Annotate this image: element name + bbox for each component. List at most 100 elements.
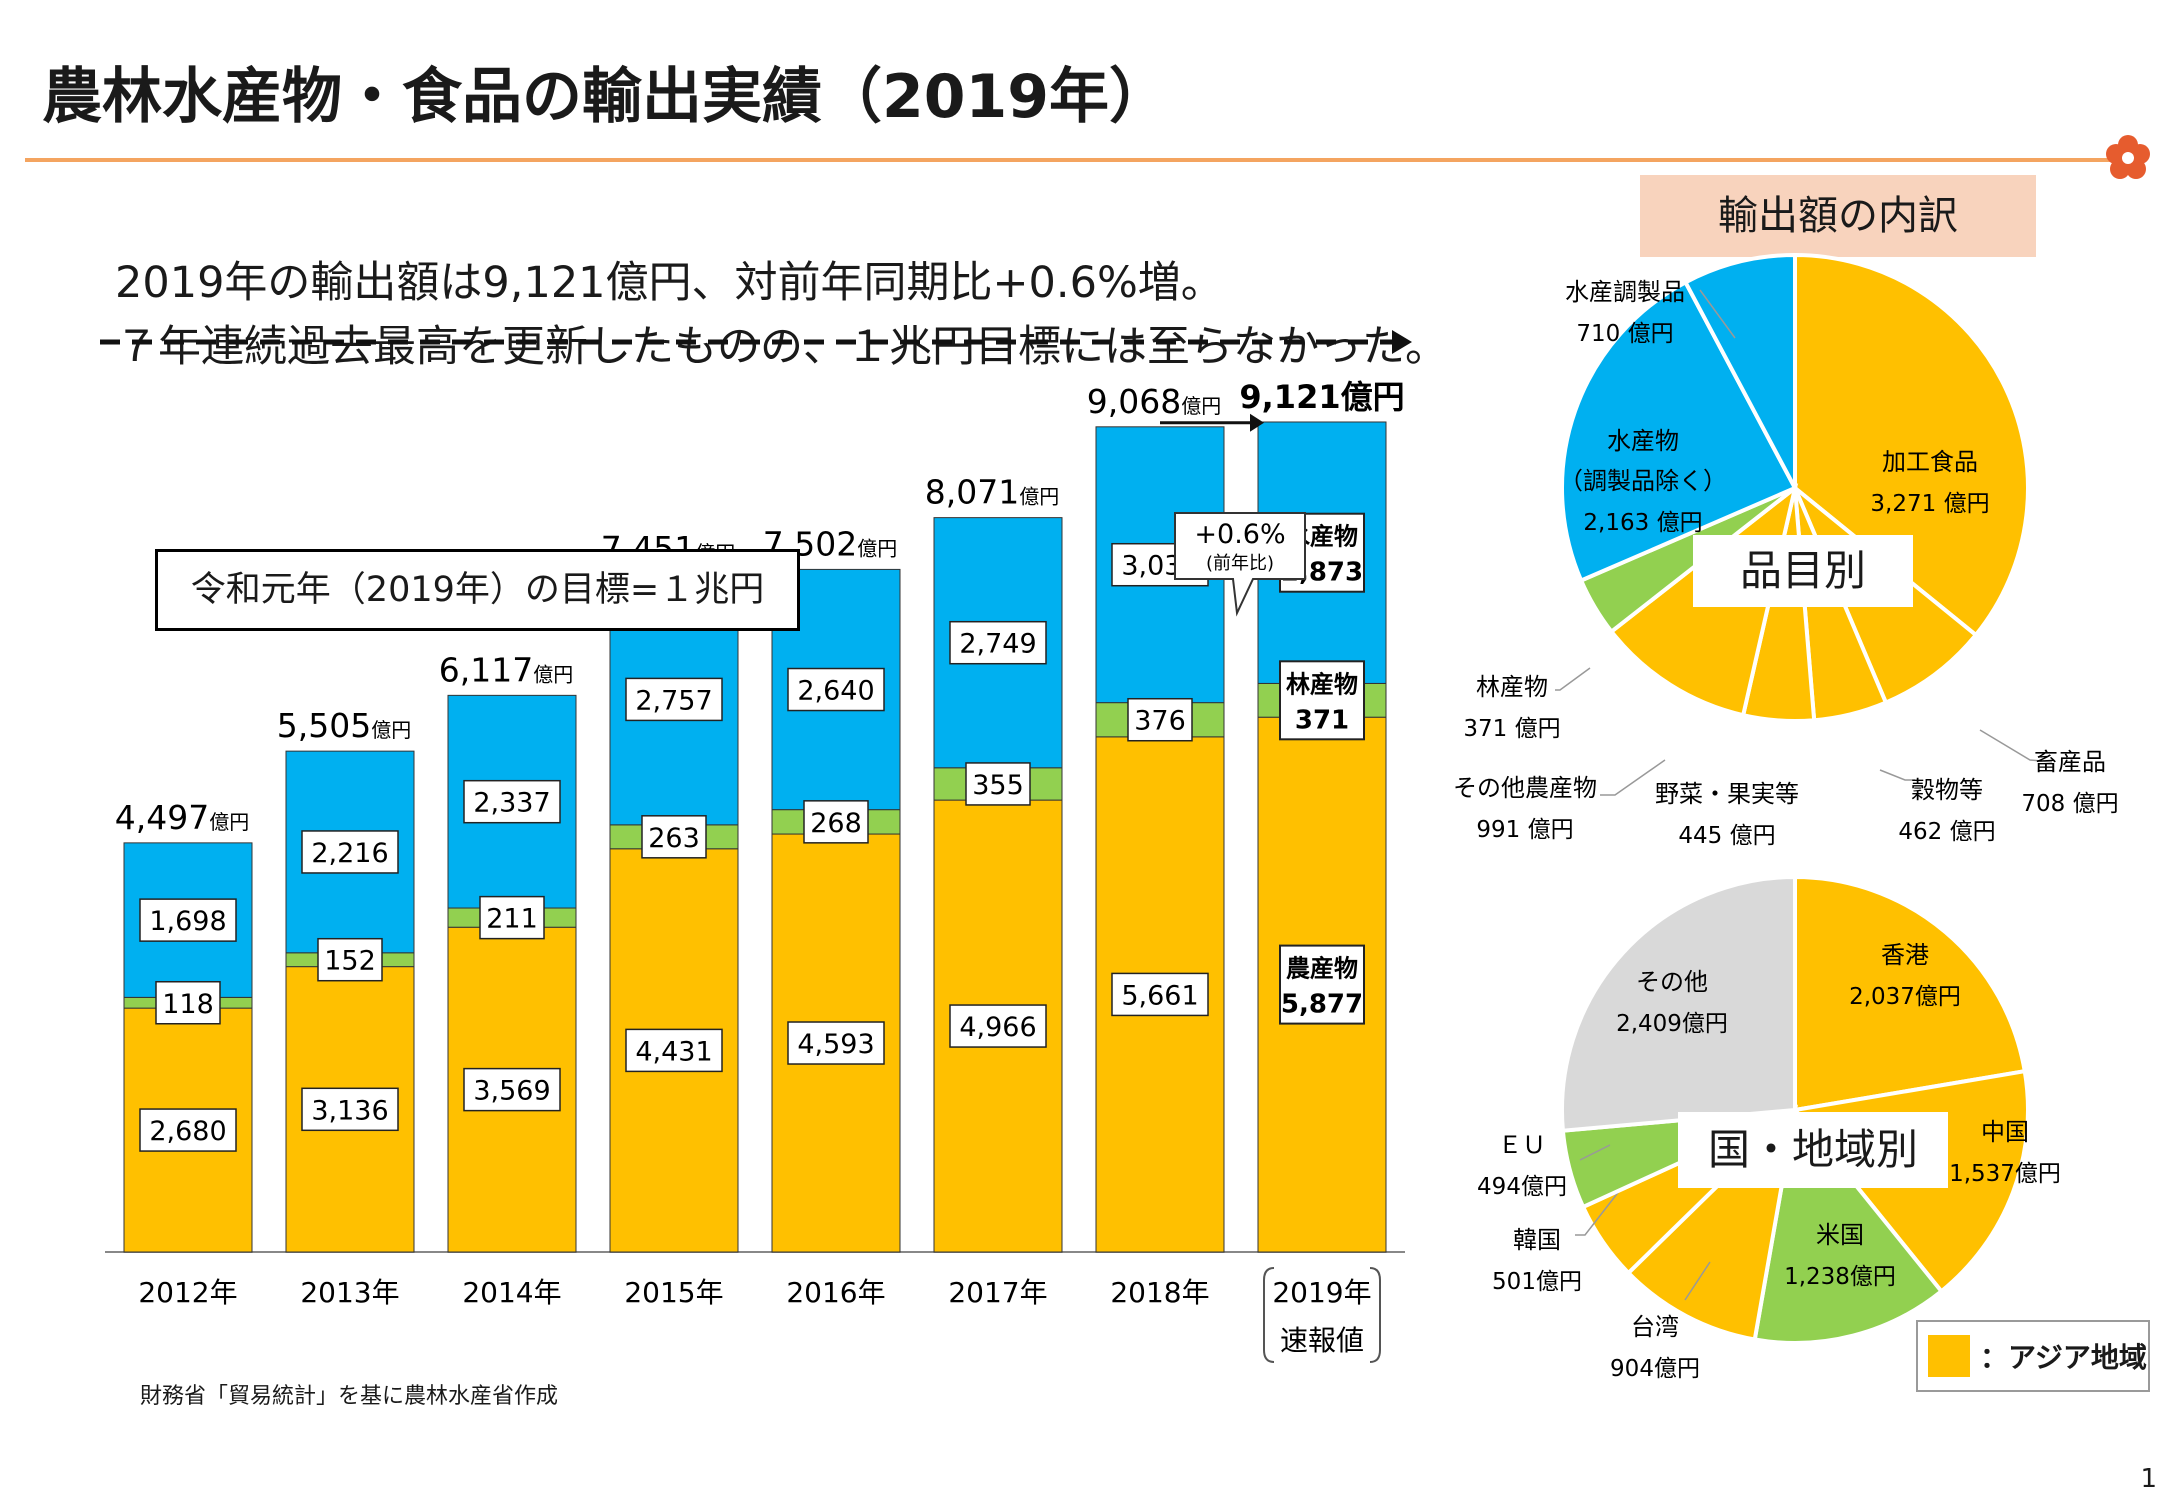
segment-value-label: 2,680 [149, 1116, 226, 1147]
segment-value-label: 268 [810, 808, 862, 839]
segment-value-box [1111, 972, 1209, 1017]
pie-title-items: 品目別 [1693, 535, 1913, 607]
pie-slice-value: 991 億円 [1476, 817, 1573, 843]
bar-total-label: 8,071億円 [925, 473, 1059, 512]
pie-slice-name: その他農産物 [1453, 774, 1597, 802]
target-label: 令和元年（2019年）の目標=１兆円 [155, 549, 800, 631]
segment-value-box [949, 1004, 1047, 1048]
pie-slice-value: 371 億円 [1463, 716, 1560, 742]
segment-name: 農産物 [1286, 955, 1358, 983]
pie-slice-value: 494億円 [1477, 1174, 1567, 1200]
pie-title-regions: 国・地域別 [1678, 1112, 1948, 1188]
pie-slice-name: 台湾 [1631, 1313, 1679, 1341]
segment-value-label: 376 [1134, 706, 1186, 737]
bracket-left [1263, 1267, 1275, 1363]
pie-slice-name: 水産調製品 [1565, 278, 1685, 306]
pie-slice-name: 林産物 [1476, 673, 1548, 701]
leader-line [1575, 1189, 1621, 1236]
pie-slice [1793, 874, 2028, 1113]
segment-value-label: 152 [324, 946, 376, 977]
segment-value-label: 3,569 [473, 1076, 550, 1107]
segment-value-label: 5,877 [1281, 990, 1363, 1020]
segment-value-box [803, 800, 869, 844]
x-tick-label: 2015年 [624, 1276, 723, 1309]
pie-slice [1793, 252, 2030, 638]
segment-value-label: 4,431 [635, 1036, 712, 1067]
page-number: 1 [2140, 1464, 2157, 1494]
segment-name-box [1279, 944, 1365, 1025]
segment-value-box [787, 667, 885, 712]
pie-slice-name: 加工食品 [1882, 448, 1978, 476]
pie-slice-value: 501億円 [1492, 1269, 1582, 1295]
pie-slice-name: 畜産品 [2034, 748, 2106, 776]
bar-total-label: 7,502億円 [763, 524, 897, 563]
source-note: 財務省「貿易統計」を基に農林水産省作成 [140, 1384, 559, 1409]
segment-value-label: 118 [162, 989, 214, 1020]
target-arrowhead-icon [1392, 330, 1412, 354]
x-tick-note: 速報値 [1280, 1324, 1364, 1357]
pie-slice-name: 米国 [1816, 1221, 1864, 1249]
x-tick-label: 2014年 [462, 1276, 561, 1309]
pie-slice-name: 穀物等 [1911, 776, 1983, 804]
segment-value-label: 3,136 [311, 1095, 388, 1126]
segment-value-label: 2,337 [473, 788, 550, 819]
x-tick-label: 2012年 [138, 1276, 237, 1309]
legend-asia-label: ：アジア地域 [1980, 1341, 2147, 1374]
x-tick-label: 2013年 [300, 1276, 399, 1309]
x-tick-label: 2019年 [1272, 1276, 1371, 1309]
segment-name-box [1279, 660, 1365, 741]
pie-slice-name: ＥＵ [1498, 1131, 1546, 1159]
segment-value-label: 5,661 [1121, 980, 1198, 1011]
segment-value-box [787, 1021, 885, 1065]
pie-slice [1560, 279, 1798, 584]
x-tick-label: 2016年 [786, 1276, 885, 1309]
segment-value-box [317, 937, 383, 982]
pie-slice-value: 710 億円 [1576, 321, 1673, 347]
segment-value-label: 2,757 [635, 685, 712, 716]
bar-total-label: 5,505億円 [277, 706, 411, 745]
pie-slice-name: 中国 [1981, 1118, 2029, 1146]
growth-pct: +0.6% [1194, 519, 1285, 550]
pie-slice-value: 3,271 億円 [1870, 491, 1989, 517]
growth-sub: (前年比) [1206, 553, 1274, 574]
pie-slice-value: 1,537億円 [1949, 1161, 2061, 1187]
x-tick-label: 2017年 [948, 1276, 1047, 1309]
growth-arrowhead-icon [1250, 413, 1264, 432]
segment-value-label: 4,593 [797, 1029, 874, 1060]
segment-value-box [641, 815, 707, 859]
leader-line [1684, 1261, 1711, 1301]
segment-value-label: 2,749 [959, 629, 1036, 660]
bar-total-label: 9,121億円 [1239, 378, 1404, 416]
segment-value-label: 211 [486, 904, 538, 935]
segment-value-box [1127, 697, 1193, 742]
segment-value-box [625, 677, 723, 722]
bar-total-label: 9,068億円 [1087, 382, 1221, 421]
leader-line [1579, 1144, 1611, 1161]
bar-total-label: 6,117億円 [439, 650, 573, 689]
segment-name: 林産物 [1286, 670, 1358, 698]
segment-value-box [301, 830, 399, 874]
segment-value-box [463, 1067, 561, 1112]
page-title: 農林水産物・食品の輸出実績（2019年） [42, 62, 1169, 132]
lead-line-1: 2019年の輸出額は9,121億円、対前年同期比+0.6%増。 [115, 258, 1224, 308]
lead-line-2: ７年連続過去最高を更新したものの、１兆円目標には至らなかった。 [115, 322, 1448, 372]
pie-slice-value: 2,037億円 [1849, 984, 1961, 1010]
pie-slice-name: （調製品除く） [1559, 467, 1727, 495]
pie-slice [1682, 252, 1797, 489]
pie-slice-name: 野菜・果実等 [1655, 780, 1799, 808]
legend-swatch [1928, 1335, 1970, 1377]
segment-value-label: 355 [972, 770, 1024, 801]
segment-value-label: 263 [648, 823, 700, 854]
segment-value-box [139, 898, 237, 942]
pie-slice-name: 韓国 [1513, 1226, 1561, 1254]
pie-slice-value: 1,238億円 [1784, 1264, 1896, 1290]
pie-slice-name: 香港 [1881, 941, 1929, 969]
pie-slice-name: その他 [1636, 968, 1708, 996]
leader-line [1600, 759, 1666, 796]
pie-slice-value: 462 億円 [1898, 819, 1995, 845]
pie-slice-value: 708 億円 [2021, 791, 2118, 817]
segment-value-label: 371 [1295, 705, 1349, 735]
flower-logo-icon [2106, 135, 2150, 179]
leader-line [1699, 289, 1736, 339]
segment-value-box [949, 620, 1047, 665]
